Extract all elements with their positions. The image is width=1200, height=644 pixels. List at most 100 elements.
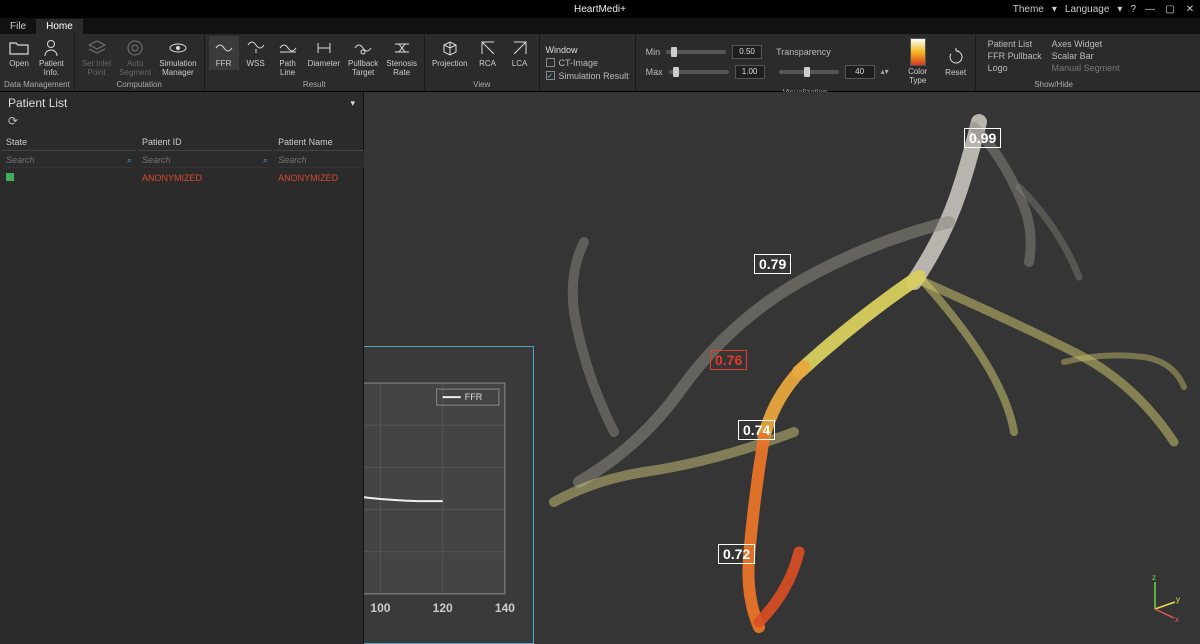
reset-icon <box>946 47 966 67</box>
max-slider[interactable] <box>669 70 729 74</box>
ffr-tag[interactable]: 0.72 <box>718 544 755 564</box>
viewport-3d[interactable]: 0.990.790.760.740.72 z y x FFR Pullback … <box>364 92 1200 644</box>
lca-button[interactable]: LCA <box>505 36 535 70</box>
help-icon[interactable]: ? <box>1130 4 1136 15</box>
ribbon-group-result: FFR WSS Path Line Diameter Pullback Targ… <box>205 34 425 91</box>
ribbon-group-view: Projection RCA LCA View <box>425 34 540 91</box>
svg-text:100: 100 <box>370 601 390 615</box>
set-inlet-button[interactable]: Set Inlet Point <box>79 36 114 79</box>
cell-pid: ANONYMIZED <box>138 170 272 186</box>
colorbar-icon <box>910 38 926 66</box>
maximize-button[interactable]: ▢ <box>1164 3 1176 15</box>
toggle-axes-widget[interactable]: Axes Widget <box>1052 39 1120 49</box>
path-icon <box>278 38 298 58</box>
search-state[interactable] <box>4 153 125 167</box>
diameter-icon <box>314 38 334 58</box>
menu-bar: File Home <box>0 18 1200 34</box>
language-menu[interactable]: Language <box>1065 4 1110 15</box>
toggle-patient-list[interactable]: Patient List <box>988 39 1042 49</box>
patient-list-panel: Patient List ▾ ⟳ State Patient ID Patien… <box>0 92 364 644</box>
transparency-value[interactable]: 40 <box>845 65 875 79</box>
stenosis-icon <box>392 38 412 58</box>
sim-result-label: Simulation Result <box>559 71 629 81</box>
simulation-manager-button[interactable]: Simulation Manager <box>156 36 199 79</box>
pullback-icon <box>353 38 373 58</box>
window-label: Window <box>546 45 629 55</box>
open-button[interactable]: Open <box>4 36 34 70</box>
ffr-tag[interactable]: 0.79 <box>754 254 791 274</box>
diameter-button[interactable]: Diameter <box>305 36 343 70</box>
col-state[interactable]: State <box>2 134 136 151</box>
ribbon-group-label: Data Management <box>4 79 70 89</box>
min-slider[interactable] <box>666 50 726 54</box>
search-icon[interactable]: ⌕ <box>261 155 270 166</box>
ffr-tag[interactable]: 0.76 <box>710 350 747 370</box>
spin-icon[interactable]: ▴▾ <box>881 67 889 76</box>
ribbon: Open Patient Info. Data Management Set I… <box>0 34 1200 92</box>
wave-icon <box>214 38 234 58</box>
title-bar: HeartMedi+ Theme ▾ Language ▾ ? — ▢ ✕ <box>0 0 1200 18</box>
col-patient-id[interactable]: Patient ID <box>138 134 272 151</box>
svg-text:120: 120 <box>433 601 453 615</box>
svg-text:x: x <box>1175 615 1179 624</box>
collapse-icon[interactable]: ▾ <box>350 98 355 109</box>
patient-info-button[interactable]: Patient Info. <box>36 36 67 79</box>
menu-file[interactable]: File <box>0 19 36 34</box>
ribbon-group-label: Show/Hide <box>980 79 1128 89</box>
axes-widget[interactable]: z y x <box>1130 574 1180 624</box>
ribbon-group-computation: Set Inlet Point Auto Segment Simulation … <box>75 34 205 91</box>
patient-list-title: Patient List <box>8 96 67 110</box>
layers-icon <box>87 38 107 58</box>
ffr-chart[interactable]: 0204060801001201400.50.60.70.80.910.76FF… <box>364 371 523 636</box>
toggle-logo[interactable]: Logo <box>988 63 1042 73</box>
ribbon-group-label: Computation <box>79 79 200 89</box>
ffr-chart-title: FFR Pullback <box>364 347 533 369</box>
ct-image-checkbox[interactable] <box>546 58 555 67</box>
sim-result-checkbox[interactable]: ✓ <box>546 71 555 80</box>
max-value[interactable]: 1.00 <box>735 65 765 79</box>
refresh-button[interactable]: ⟳ <box>0 114 363 132</box>
transparency-slider[interactable] <box>779 70 839 74</box>
min-value[interactable]: 0.50 <box>732 45 762 59</box>
ribbon-group-label: Result <box>209 79 420 89</box>
svg-text:FFR: FFR <box>465 392 483 402</box>
theme-menu[interactable]: Theme <box>1013 4 1044 15</box>
orbit-icon <box>168 38 188 58</box>
pullback-target-button[interactable]: Pullback Target <box>345 36 381 79</box>
color-type-button[interactable]: Color Type <box>903 36 933 87</box>
theme-caret-icon: ▾ <box>1052 4 1057 15</box>
path-line-button[interactable]: Path Line <box>273 36 303 79</box>
close-button[interactable]: ✕ <box>1184 3 1196 15</box>
minimize-button[interactable]: — <box>1144 3 1156 15</box>
toggle-manual-segment[interactable]: Manual Segment <box>1052 63 1120 73</box>
language-caret-icon: ▾ <box>1117 4 1122 15</box>
lca-icon <box>510 38 530 58</box>
ribbon-group-showhide: Patient List Axes Widget FFR Pullback Sc… <box>976 34 1132 91</box>
projection-button[interactable]: Projection <box>429 36 471 70</box>
ffr-tag[interactable]: 0.99 <box>964 128 1001 148</box>
menu-home[interactable]: Home <box>36 19 83 34</box>
wave-down-icon <box>246 38 266 58</box>
ct-image-label: CT-Image <box>559 58 599 68</box>
auto-segment-button[interactable]: Auto Segment <box>116 36 154 79</box>
stenosis-rate-button[interactable]: Stenosis Rate <box>383 36 420 79</box>
toggle-ffr-pullback[interactable]: FFR Pullback <box>988 51 1042 61</box>
app-title: HeartMedi+ <box>574 4 626 15</box>
folder-icon <box>9 38 29 58</box>
ribbon-group-window: Window CT-Image ✓ Simulation Result <box>540 34 636 91</box>
toggle-scalar-bar[interactable]: Scalar Bar <box>1052 51 1120 61</box>
search-icon[interactable]: ⌕ <box>125 155 134 166</box>
ffr-button[interactable]: FFR <box>209 36 239 70</box>
search-pid[interactable] <box>140 153 261 167</box>
rca-button[interactable]: RCA <box>473 36 503 70</box>
ribbon-group-visualization: Min 0.50 Transparency Max 1.00 40 ▴▾ Col… <box>636 34 976 91</box>
reset-button[interactable]: Reset <box>941 45 971 79</box>
transparency-label: Transparency <box>776 47 831 57</box>
ribbon-group-data: Open Patient Info. Data Management <box>0 34 75 91</box>
svg-text:z: z <box>1152 574 1156 582</box>
rca-icon <box>478 38 498 58</box>
person-icon <box>41 38 61 58</box>
ffr-tag[interactable]: 0.74 <box>738 420 775 440</box>
wss-button[interactable]: WSS <box>241 36 271 70</box>
cube-icon <box>440 38 460 58</box>
